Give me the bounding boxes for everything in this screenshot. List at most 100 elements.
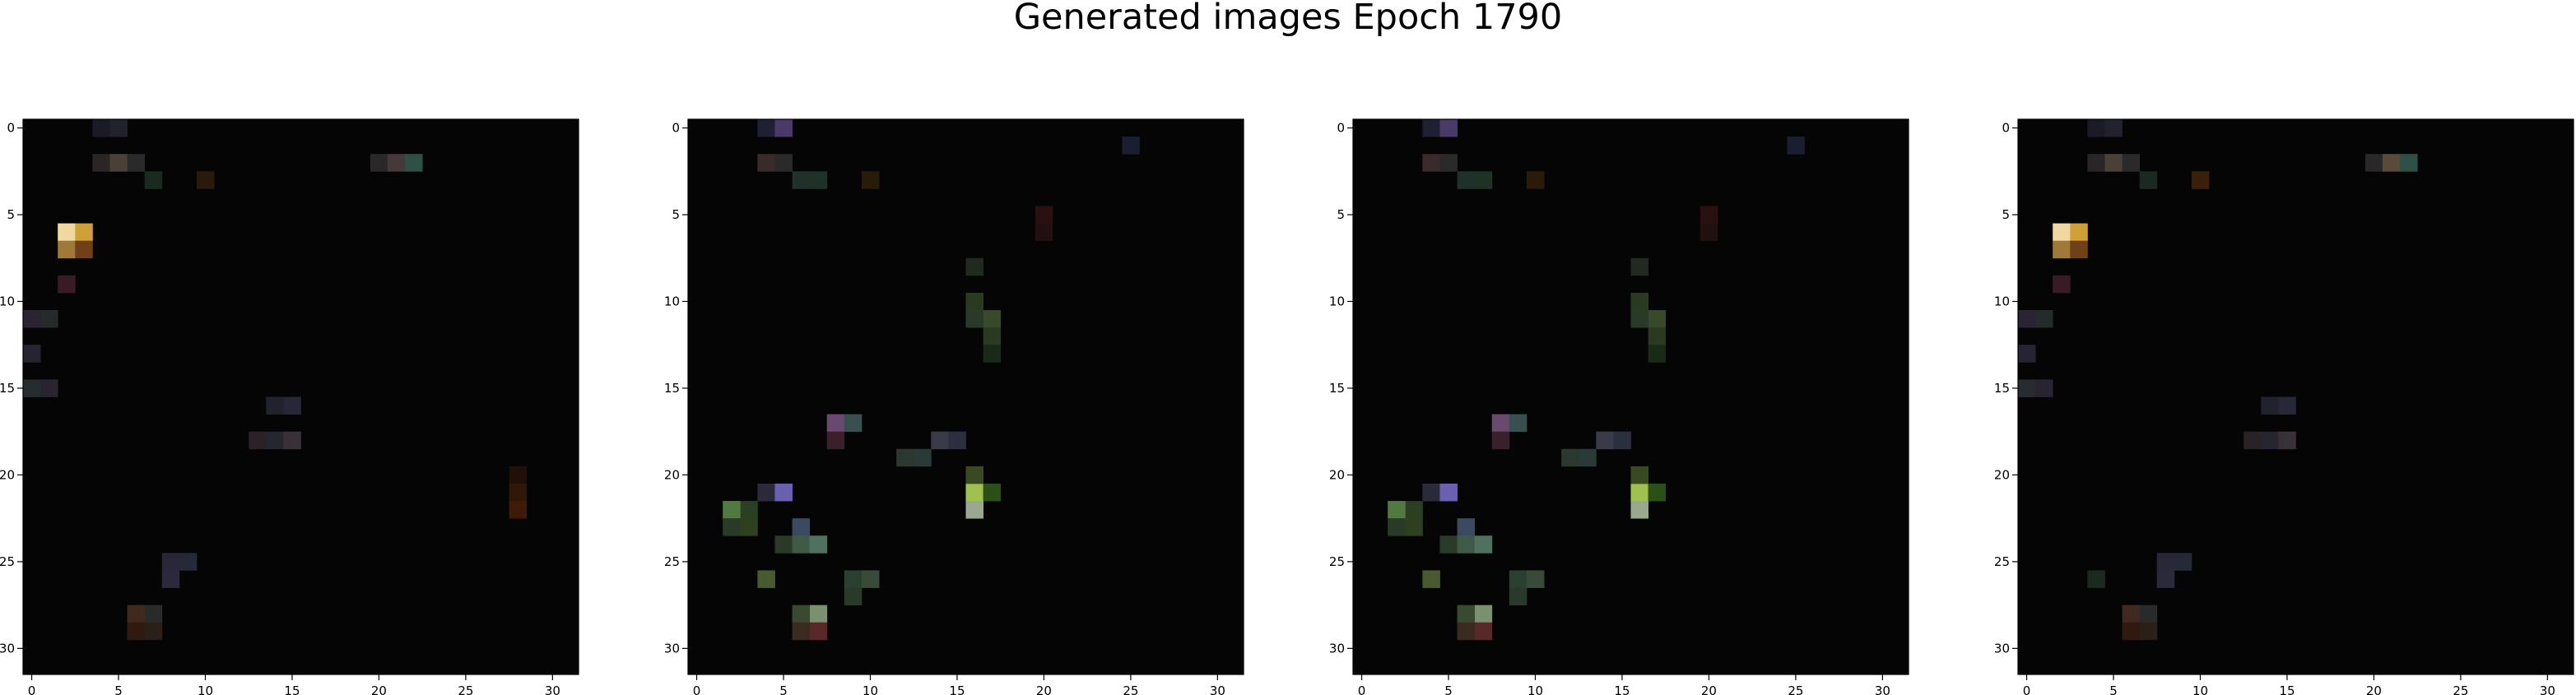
image-pixel [792,171,811,189]
image-pixel [1388,501,1406,519]
image-pixel [774,483,793,502]
y-tick-label: 15 [664,381,680,396]
image-pixel [1526,570,1545,588]
image-pixel [196,171,215,189]
image-pixel [1648,345,1667,363]
image-pixel [2018,310,2036,328]
y-tick-label: 20 [0,467,15,482]
image-pixel [1439,483,1458,502]
image-pixel [2070,223,2088,242]
image-pixel [740,518,758,536]
image-pixel [1630,257,1648,276]
y-tick-label: 30 [664,641,680,656]
image-panel-4: 0 5 10 15 20 25 30 0 5 10 15 20 25 30 [1994,118,2574,695]
image-pixel [23,310,41,328]
y-tick-label: 5 [7,207,15,222]
image-pixel [1122,137,1140,155]
image-pixel [792,518,811,536]
y-tick-label: 0 [7,121,15,136]
y-tick-label: 25 [1329,554,1345,569]
x-tick-label: 0 [1358,683,1366,695]
x-tick-label: 30 [1875,683,1890,695]
image-pixel [757,570,775,588]
x-tick-label: 20 [371,683,387,695]
image-pixel [792,622,811,641]
x-tick-label: 0 [2023,683,2031,695]
image-pixel [509,483,528,502]
image-pixel [1648,310,1667,328]
image-pixel [405,154,423,172]
image-pixel [983,345,1002,363]
y-tick-label: 10 [1994,294,2010,308]
image-pixel [109,154,128,172]
x-tick-label: 20 [1036,683,1052,695]
y-tick-label: 20 [1994,467,2010,482]
y-tick-label: 30 [0,641,15,656]
image-pixel [2278,431,2296,450]
image-pixel [983,483,1002,502]
image-pixel [914,448,932,467]
axes-frame [1352,118,1909,675]
image-pixel [1035,206,1053,224]
image-pixel [144,622,163,641]
image-pixel [983,327,1002,345]
image-pixel [792,605,811,623]
image-pixel [757,483,775,502]
image-pixel [40,310,58,328]
image-background [1353,119,1909,674]
image-pixel [161,553,180,571]
image-pixel [109,119,128,137]
image-pixel [2018,379,2036,397]
image-pixel [774,535,793,554]
image-pixel [1630,292,1648,311]
x-tick-label: 15 [949,683,965,695]
image-pixel [809,605,828,623]
image-pixel [1457,622,1476,641]
image-pixel [249,431,267,450]
image-pixel [1700,206,1718,224]
image-pixel [1613,431,1631,450]
x-tick-label: 15 [284,683,300,695]
image-pixel [965,257,983,276]
image-pixel [58,275,76,294]
image-pixel [757,119,775,137]
image-pixel [266,431,284,450]
image-pixel [1422,570,1440,588]
image-pixel [2261,396,2279,415]
image-pixel [931,431,949,450]
image-pixel [1474,605,1493,623]
image-pixel [774,119,793,137]
y-tick-label: 5 [1337,207,1345,222]
image-pixel [2191,171,2210,189]
image-background [688,119,1244,674]
image-pixel [2053,275,2071,294]
image-pixel [1474,622,1493,641]
image-pixel [2400,154,2418,172]
image-pixel [809,171,828,189]
image-pixel [809,535,828,554]
image-pixel [2122,154,2141,172]
image-pixel [2104,154,2123,172]
y-tick-label: 25 [1994,554,2010,569]
y-tick-label: 0 [672,121,680,136]
image-pixel [844,587,863,606]
image-pixel [1439,119,1458,137]
y-tick-label: 30 [1994,641,2010,656]
x-tick-label: 20 [1701,683,1717,695]
axes-frame [22,118,579,675]
image-pixel [1422,119,1440,137]
x-tick-label: 25 [2453,683,2468,695]
image-pixel [23,379,41,397]
image-pixel [1457,518,1476,536]
image-pixel [387,154,406,172]
image-pixel [1787,137,1805,155]
y-tick-label: 15 [0,381,15,396]
image-pixel [283,396,301,415]
image-pixel [92,154,110,172]
image-pixel [1700,223,1718,242]
image-pixel [2278,396,2296,415]
y-tick-label: 15 [1329,381,1345,396]
x-tick-label: 15 [1614,683,1630,695]
image-pixel [2122,605,2141,623]
